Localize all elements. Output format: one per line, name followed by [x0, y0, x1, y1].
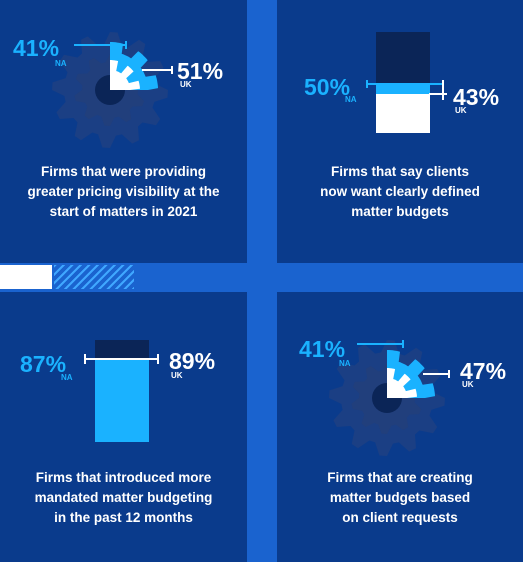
stat-panel-mandated-budgeting: 87% NA 89% UK Firms that introduced more… [0, 292, 247, 562]
caption-line: in the past 12 months [54, 510, 193, 525]
uk-label: UK [462, 380, 474, 389]
gear-chart [52, 32, 173, 148]
gear-chart [329, 340, 450, 456]
decorative-stripes [54, 265, 134, 289]
bar-na [376, 84, 430, 94]
na-label: NA [61, 373, 73, 382]
caption: Firms that are creating matter budgets b… [277, 468, 523, 528]
caption-line: matter budgets [351, 204, 449, 219]
caption: Firms that were providing greater pricin… [0, 162, 247, 222]
caption-line: start of matters in 2021 [49, 204, 198, 219]
caption-line: on client requests [342, 510, 458, 525]
caption-line: matter budgets based [329, 490, 471, 505]
stat-panel-clients-want-budgets: 50% NA 43% UK Firms that say clients now… [277, 0, 523, 263]
na-label: NA [345, 95, 357, 104]
uk-value: 43% [453, 84, 500, 110]
na-label: NA [339, 359, 351, 368]
bar-chart [366, 32, 447, 133]
uk-label: UK [455, 106, 467, 115]
caption-line: greater pricing visibility at the [27, 184, 220, 199]
na-value: 87% [20, 351, 67, 377]
stat-panel-pricing-visibility: 41% NA 51% UK Firms that were providing … [0, 0, 247, 263]
uk-value: 51% [177, 58, 224, 84]
uk-value: 89% [169, 348, 216, 374]
uk-label: UK [180, 80, 192, 89]
caption-line: mandated matter budgeting [34, 490, 213, 505]
na-value: 41% [299, 336, 346, 362]
caption-line: Firms that say clients [330, 164, 470, 179]
caption: Firms that introduced more mandated matt… [0, 468, 247, 528]
caption-line: Firms that introduced more [35, 470, 212, 485]
bar-fill [95, 359, 149, 442]
decorative-white-block [0, 265, 52, 289]
na-label: NA [55, 59, 67, 68]
gear-segment-uk [110, 42, 158, 90]
gear-segment-uk [387, 350, 435, 398]
na-value: 41% [13, 35, 60, 61]
uk-value: 47% [460, 358, 507, 384]
bar-chart [84, 340, 159, 442]
caption: Firms that say clients now want clearly … [277, 162, 523, 222]
caption-line: Firms that were providing [40, 164, 207, 179]
stat-panel-client-requests: 41% NA 47% UK Firms that are creating ma… [277, 292, 523, 562]
uk-label: UK [171, 371, 183, 380]
bar-uk [376, 94, 430, 133]
na-value: 50% [304, 74, 351, 100]
caption-line: Firms that are creating [327, 470, 473, 485]
caption-line: now want clearly defined [320, 184, 480, 199]
